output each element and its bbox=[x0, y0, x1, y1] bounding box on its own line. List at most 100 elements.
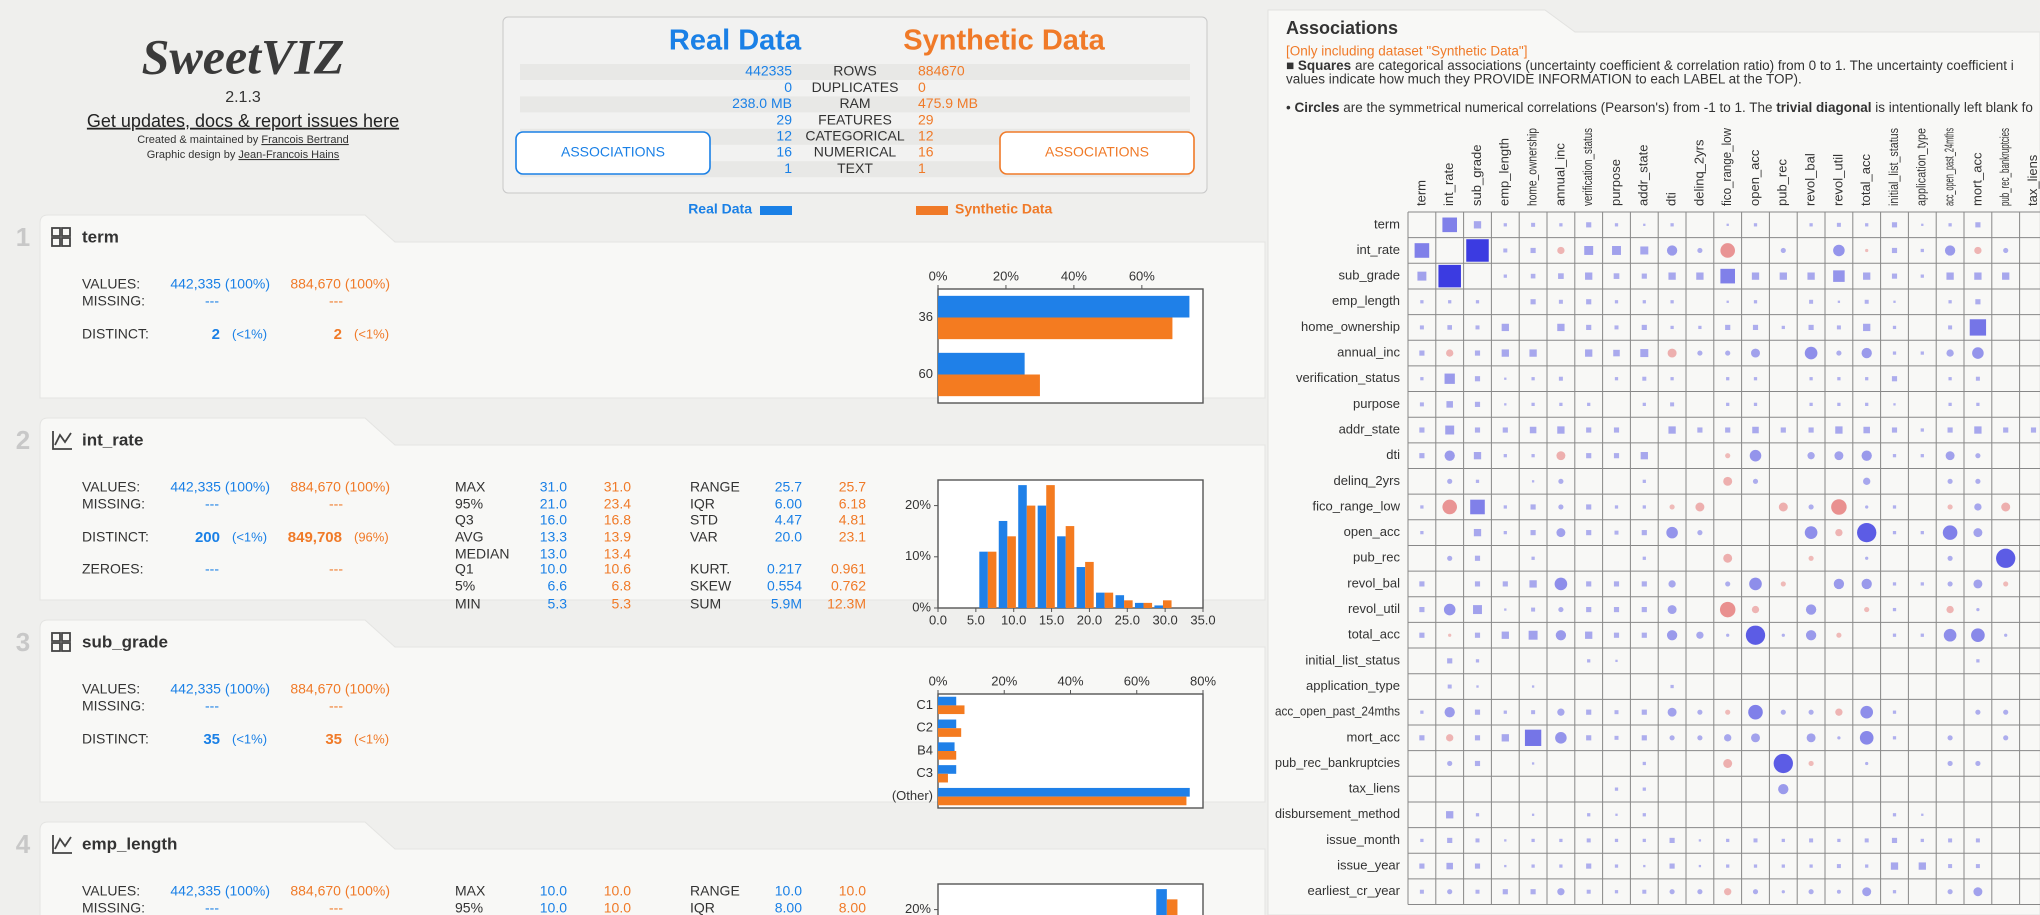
association-square bbox=[1891, 427, 1898, 433]
correlation-circle bbox=[1947, 581, 1953, 587]
synth-value: --- bbox=[329, 561, 343, 577]
y-tick-label: 20% bbox=[905, 901, 931, 915]
correlation-circle bbox=[1807, 452, 1815, 460]
stat-synth: 5.3 bbox=[612, 596, 632, 612]
correlation-circle bbox=[1447, 555, 1453, 561]
bar bbox=[938, 787, 1190, 797]
associations-button[interactable] bbox=[999, 131, 1195, 175]
correlation-circle bbox=[1865, 761, 1869, 766]
correlation-circle bbox=[1697, 735, 1703, 741]
correlation-circle bbox=[1697, 709, 1703, 715]
association-square bbox=[1557, 426, 1565, 434]
association-square bbox=[1531, 685, 1535, 688]
association-square bbox=[1586, 504, 1592, 510]
bar bbox=[1115, 595, 1125, 608]
association-square bbox=[1726, 864, 1730, 868]
correlation-circle bbox=[1557, 708, 1565, 716]
row-label: tax_liens bbox=[1349, 781, 1401, 796]
association-square bbox=[1891, 247, 1898, 254]
association-square bbox=[1614, 505, 1619, 509]
association-square bbox=[1420, 530, 1424, 535]
correlation-circle bbox=[1947, 735, 1953, 741]
correlation-circle bbox=[1726, 633, 1730, 637]
association-square bbox=[1892, 454, 1897, 458]
association-square bbox=[1559, 223, 1563, 227]
correlation-circle bbox=[1947, 555, 1953, 561]
row-label: earliest_cr_year bbox=[1308, 883, 1401, 898]
row-label: purpose bbox=[1353, 396, 1400, 411]
association-square bbox=[1612, 246, 1621, 255]
association-square bbox=[1524, 729, 1542, 746]
correlation-circle bbox=[1668, 580, 1676, 588]
field-label: VALUES: bbox=[82, 681, 140, 697]
button-label[interactable]: ASSOCIATIONS bbox=[561, 144, 665, 160]
association-square bbox=[1614, 735, 1619, 740]
association-square bbox=[1613, 453, 1620, 459]
association-square bbox=[1807, 272, 1815, 280]
correlation-circle bbox=[1723, 759, 1733, 768]
field-label: VALUES: bbox=[82, 479, 140, 495]
correlation-circle bbox=[1751, 733, 1760, 743]
association-square bbox=[1696, 272, 1704, 280]
row-label: pub_rec_bankruptcies bbox=[1275, 755, 1400, 770]
correlation-circle bbox=[1973, 528, 1983, 538]
credit-link[interactable]: Jean-Francois Hains bbox=[238, 149, 339, 161]
association-square bbox=[1473, 605, 1482, 615]
real-value: 2 bbox=[212, 326, 220, 343]
row-label: int_rate bbox=[1357, 242, 1400, 257]
credit-link[interactable]: Francois Bertrand bbox=[261, 134, 348, 146]
correlation-circle bbox=[1780, 709, 1786, 715]
stat-label: Q3 bbox=[455, 512, 474, 528]
bar bbox=[938, 773, 948, 783]
stat-label: MAX bbox=[455, 883, 486, 899]
association-square bbox=[1420, 300, 1424, 304]
association-square bbox=[1614, 530, 1619, 535]
association-square bbox=[1670, 223, 1674, 227]
bar bbox=[1166, 899, 1178, 915]
synth-value: 884,670 (100%) bbox=[290, 276, 390, 292]
correlation-circle bbox=[1865, 556, 1869, 560]
bold-term: Squares bbox=[1298, 58, 1351, 73]
association-square bbox=[1753, 402, 1758, 407]
correlation-circle bbox=[1725, 581, 1731, 587]
association-square bbox=[1753, 300, 1758, 304]
feature-name: emp_length bbox=[82, 834, 177, 853]
association-square bbox=[1642, 402, 1646, 407]
bar bbox=[938, 705, 965, 715]
synth-value: 849,708 bbox=[288, 529, 342, 546]
association-square bbox=[1586, 889, 1591, 894]
correlation-circle bbox=[1778, 502, 1788, 512]
bar bbox=[938, 796, 1187, 806]
stat-label: RANGE bbox=[690, 883, 740, 899]
correlation-circle bbox=[1975, 760, 1981, 767]
row-label: ROWS bbox=[833, 63, 877, 79]
association-square bbox=[1419, 606, 1425, 613]
real-value: 35 bbox=[203, 731, 220, 748]
row-label: acc_open_past_24mths bbox=[1275, 704, 1400, 719]
association-square bbox=[1587, 402, 1591, 407]
real-value: --- bbox=[205, 496, 219, 512]
association-square bbox=[1586, 709, 1592, 715]
correlation-circle bbox=[1836, 632, 1842, 638]
correlation-circle bbox=[1752, 478, 1759, 484]
association-square bbox=[1474, 760, 1481, 767]
bar bbox=[938, 719, 957, 729]
version: 2.1.3 bbox=[225, 89, 261, 106]
feature-number: 3 bbox=[16, 627, 30, 657]
link[interactable]: Get updates, docs & report issues here bbox=[87, 111, 399, 131]
association-square bbox=[1891, 376, 1898, 382]
association-square bbox=[1948, 223, 1952, 227]
bar bbox=[938, 696, 957, 706]
correlation-circle bbox=[2001, 502, 2011, 512]
button-label[interactable]: ASSOCIATIONS bbox=[1045, 144, 1149, 160]
row-band bbox=[520, 80, 1190, 97]
legend-swatch bbox=[916, 206, 948, 215]
association-square bbox=[1865, 402, 1869, 407]
association-square bbox=[1641, 606, 1647, 613]
association-square bbox=[1809, 377, 1813, 381]
association-square bbox=[1419, 402, 1424, 407]
real-value: --- bbox=[205, 900, 219, 915]
associations-button[interactable] bbox=[515, 131, 711, 175]
stat-label: IQR bbox=[690, 900, 715, 915]
association-square bbox=[1587, 659, 1591, 663]
